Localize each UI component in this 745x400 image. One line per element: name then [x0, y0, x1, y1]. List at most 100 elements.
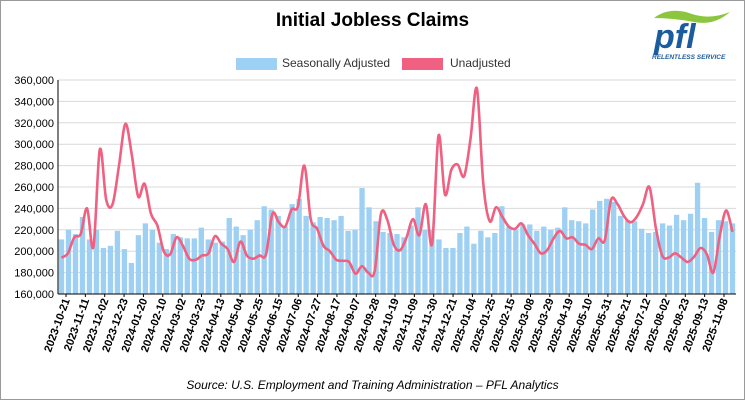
bar [457, 233, 463, 294]
bar [79, 216, 86, 294]
bar [359, 188, 365, 294]
bar [415, 207, 421, 294]
bar [708, 231, 715, 294]
y-tick-label: 300,000 [14, 139, 54, 151]
bar [625, 220, 631, 294]
bar [464, 226, 470, 294]
bar [513, 229, 519, 294]
bar [401, 237, 407, 294]
bar [659, 223, 666, 294]
bar [128, 262, 135, 294]
bar [701, 218, 708, 294]
bar [478, 230, 484, 294]
bar [163, 249, 169, 294]
bar [652, 231, 659, 294]
bar [58, 239, 65, 294]
bar [184, 238, 190, 294]
bar [198, 227, 204, 294]
y-tick-label: 360,000 [14, 75, 54, 87]
y-tick-label: 280,000 [14, 161, 54, 173]
chart-title: Initial Jobless Claims [275, 10, 470, 31]
bar [408, 225, 414, 294]
bar [618, 215, 624, 294]
bar [534, 230, 540, 294]
y-tick-label: 260,000 [14, 182, 54, 194]
bar [604, 198, 610, 294]
bar [310, 222, 316, 294]
bar [583, 223, 589, 294]
legend-label-unadjusted: Unadjusted [450, 56, 511, 70]
bar [429, 229, 435, 294]
bar [576, 221, 582, 294]
bar [520, 224, 526, 294]
bar [135, 235, 142, 294]
bar [687, 213, 694, 294]
bar [240, 235, 246, 294]
bar [666, 225, 673, 294]
bar [156, 242, 163, 294]
bar [436, 239, 442, 294]
bar [729, 223, 736, 294]
bar [170, 234, 176, 294]
bar [722, 221, 729, 294]
bar [499, 206, 505, 294]
bar [715, 220, 722, 294]
bar [492, 233, 498, 294]
bar [506, 226, 512, 294]
bar [303, 215, 309, 294]
bar [86, 239, 93, 294]
svg-text:RELENTLESS SERVICE: RELENTLESS SERVICE [652, 54, 726, 61]
bar [100, 247, 107, 294]
bar [205, 239, 211, 294]
bar [562, 207, 568, 294]
bar [275, 215, 281, 294]
legend-swatch-line [402, 58, 443, 70]
bar [338, 215, 344, 294]
bar [443, 247, 449, 294]
bar [219, 241, 225, 294]
y-tick-label: 320,000 [14, 118, 54, 130]
chart-plot: 160,000 180,000 200,000 220,000 240,000 260,0… [14, 75, 736, 354]
bar [72, 234, 79, 294]
bar [380, 231, 386, 294]
chart-source: Source: U.S. Employment and Training Adm… [186, 378, 559, 392]
bar [645, 233, 652, 294]
bar [191, 238, 197, 294]
bar [352, 229, 358, 294]
bar [142, 223, 149, 294]
bar [597, 200, 603, 294]
bar [107, 245, 114, 294]
bar [114, 230, 121, 294]
unadjusted-line [60, 86, 734, 278]
bar [268, 209, 274, 294]
bar [548, 229, 554, 294]
bar [680, 220, 687, 294]
y-tick-label: 240,000 [14, 203, 54, 215]
bar [394, 234, 400, 294]
bar [569, 220, 575, 294]
bar [485, 237, 491, 294]
bar [366, 207, 372, 294]
bar [555, 227, 561, 294]
bar [422, 229, 428, 294]
bar [247, 229, 253, 294]
bar [324, 218, 330, 294]
bar [638, 228, 645, 294]
bar [282, 226, 288, 294]
legend-swatch-bars [236, 58, 277, 70]
bar [177, 237, 183, 294]
bar [527, 224, 533, 294]
bar [93, 229, 100, 294]
legend-label-seasonally-adjusted: Seasonally Adjusted [282, 56, 391, 70]
bar [212, 242, 218, 294]
y-tick-label: 160,000 [14, 289, 54, 301]
bar [149, 229, 156, 294]
bar [590, 209, 596, 294]
bar [450, 247, 456, 294]
y-tick-label: 200,000 [14, 246, 54, 258]
bar [694, 182, 701, 294]
bar [261, 206, 267, 294]
bar [631, 221, 638, 294]
bar [541, 226, 547, 294]
